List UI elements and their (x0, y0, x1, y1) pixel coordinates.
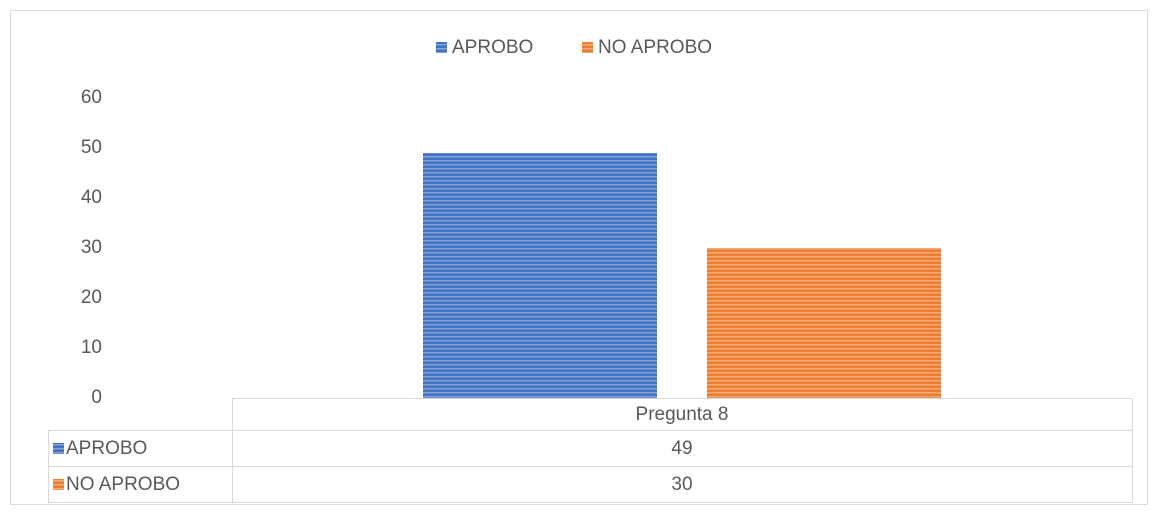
y-tick-label: 60 (81, 87, 102, 108)
table-row-label: APROBO (66, 438, 147, 459)
legend-label: APROBO (452, 37, 533, 58)
table-row-label: NO APROBO (66, 474, 180, 495)
bar (423, 153, 657, 398)
table-legend-key (53, 479, 64, 490)
legend-key (582, 42, 593, 53)
y-tick-label: 10 (81, 337, 102, 358)
legend-label: NO APROBO (598, 37, 712, 58)
table-value: 30 (671, 474, 692, 495)
bar (707, 248, 941, 398)
y-tick-label: 0 (91, 387, 102, 408)
y-tick-label: 30 (81, 237, 102, 258)
y-tick-label: 50 (81, 137, 102, 158)
legend-key (436, 42, 447, 53)
y-tick-label: 20 (81, 287, 102, 308)
table-legend-key (53, 443, 64, 454)
x-tick-label: Pregunta 8 (636, 404, 729, 425)
y-tick-label: 40 (81, 187, 102, 208)
table-value: 49 (671, 438, 692, 459)
